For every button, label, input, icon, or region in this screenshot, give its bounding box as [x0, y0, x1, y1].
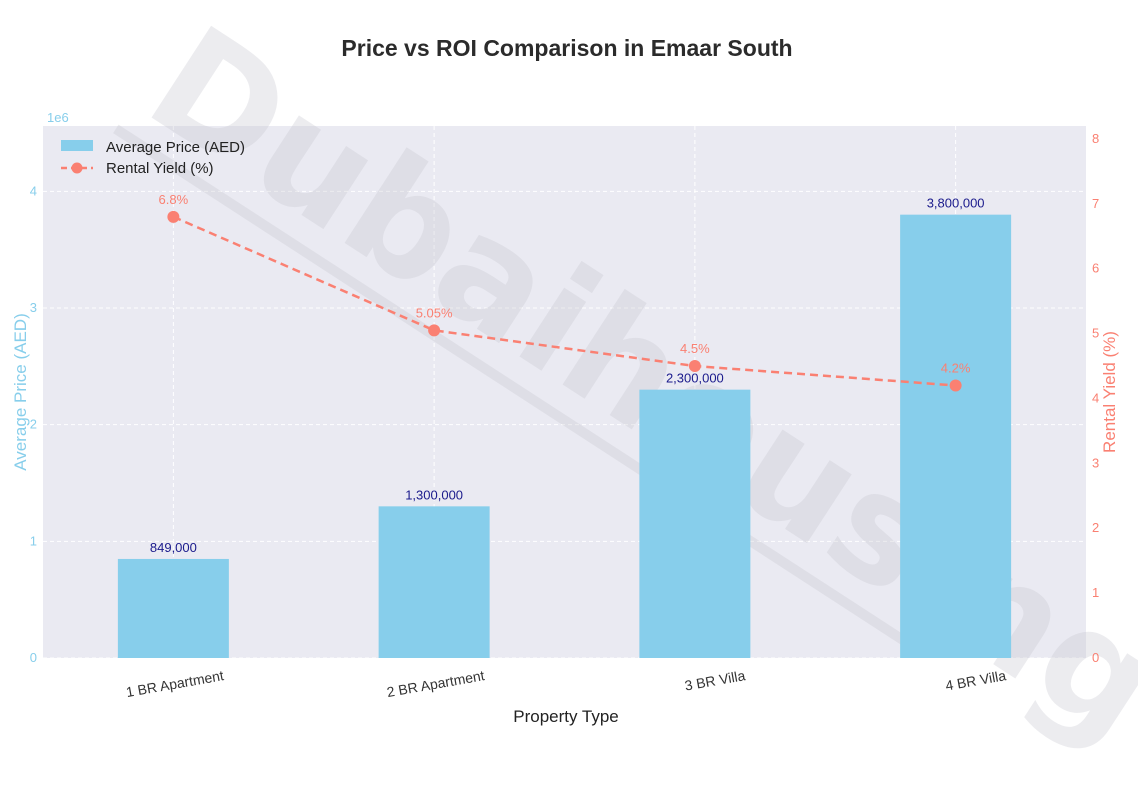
price-bar [117, 558, 229, 658]
left-axis-label: Average Price (AED) [11, 313, 30, 470]
price-bar-label: 3,800,000 [927, 196, 985, 211]
right-axis-tick-label: 8 [1092, 131, 1099, 146]
right-axis-tick-label: 1 [1092, 585, 1099, 600]
price-bars: 849,000 1,300,000 2,300,000 3,800,000 [117, 196, 1012, 658]
right-axis-label: Rental Yield (%) [1100, 331, 1119, 453]
yield-point [428, 324, 441, 337]
x-axis-tick-label: 1 BR Apartment [125, 667, 225, 700]
price-bar [900, 214, 1012, 658]
price-bar [639, 389, 751, 658]
yield-line [172, 215, 956, 387]
left-axis-tick-label: 4 [30, 183, 37, 198]
right-axis-tick-label: 2 [1092, 520, 1099, 535]
legend: Average Price (AED) Rental Yield (%) [61, 139, 245, 177]
right-axis-tick-label: 3 [1092, 455, 1099, 470]
price-bar [378, 506, 490, 658]
legend-bar-swatch [61, 140, 93, 151]
yield-line-series: 6.8% 5.05% 4.5% 4.2% [159, 192, 971, 392]
yield-point-label: 5.05% [416, 305, 453, 320]
right-axis-ticks: 0 1 2 3 4 5 6 7 8 [1092, 131, 1099, 665]
x-axis-tick-label: 3 BR Villa [683, 667, 746, 693]
yield-point [949, 379, 962, 392]
x-axis-ticks: 1 BR Apartment 2 BR Apartment 3 BR Villa 4 … [125, 667, 1008, 700]
legend-bar-label: Average Price (AED) [106, 139, 245, 156]
yield-point [688, 360, 701, 373]
left-axis-tick-label: 2 [30, 417, 37, 432]
chart-title: Price vs ROI Comparison in Emaar South [341, 35, 792, 61]
left-axis-tick-label: 3 [30, 300, 37, 315]
right-axis-tick-label: 6 [1092, 261, 1099, 276]
right-axis-tick-label: 4 [1092, 390, 1099, 405]
yield-point [167, 210, 180, 223]
legend-line-label: Rental Yield (%) [106, 160, 214, 177]
yield-point-label: 6.8% [159, 192, 189, 207]
legend-line-marker [71, 162, 83, 174]
left-axis-offset-label: 1e6 [47, 110, 69, 125]
right-axis-tick-label: 0 [1092, 650, 1099, 665]
right-axis-tick-label: 5 [1092, 326, 1099, 341]
price-bar-label: 849,000 [150, 540, 197, 555]
left-axis-tick-label: 0 [30, 650, 37, 665]
x-axis-label: Property Type [513, 707, 619, 726]
price-bar-label: 1,300,000 [405, 487, 463, 502]
yield-point-label: 4.5% [680, 341, 710, 356]
right-axis-tick-label: 7 [1092, 196, 1099, 211]
yield-point-label: 4.2% [941, 361, 971, 376]
x-axis-tick-label: 2 BR Apartment [386, 667, 486, 700]
price-bar-label: 2,300,000 [666, 371, 724, 386]
left-axis-ticks: 0 1 2 3 4 [30, 183, 37, 665]
left-axis-tick-label: 1 [30, 533, 37, 548]
